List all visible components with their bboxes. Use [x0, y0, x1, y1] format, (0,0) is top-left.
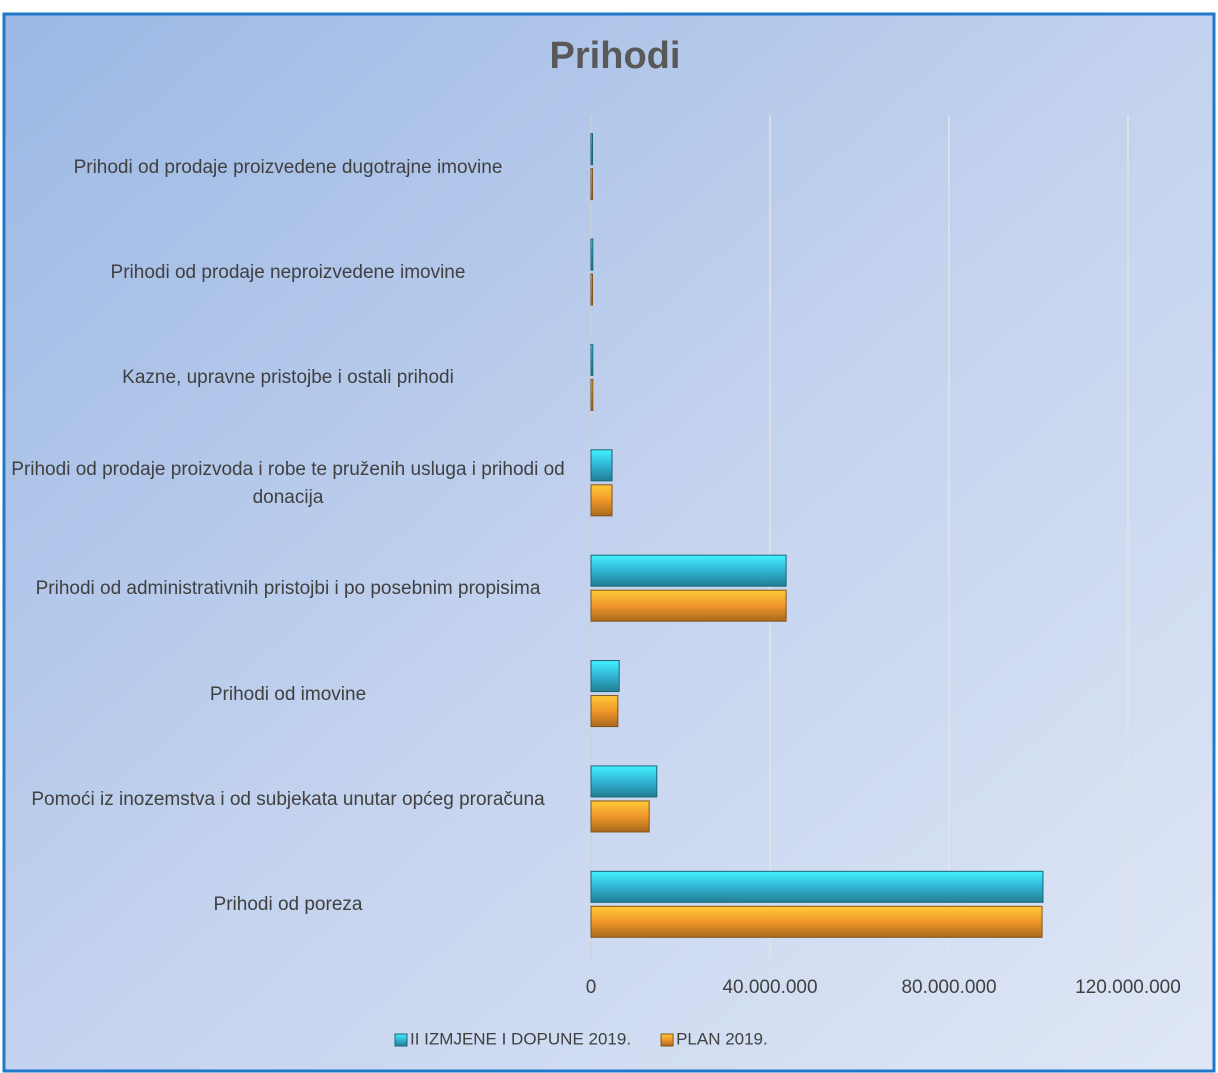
chart-title: Prihodi [550, 35, 681, 77]
x-tick-label: 120.000.000 [1075, 977, 1181, 998]
y-tick-label: Pomoći iz inozemstva i od subjekata unut… [31, 788, 545, 810]
bar [590, 449, 613, 482]
bar [590, 168, 593, 201]
y-tick-label: Prihodi od prodaje proizvedene dugotrajn… [73, 156, 503, 178]
bar [590, 870, 1044, 903]
legend-label: PLAN 2019. [676, 1029, 768, 1048]
y-tick-label: Prihodi od administrativnih pristojbi i … [35, 578, 541, 600]
bar [590, 133, 593, 166]
bar [590, 695, 619, 728]
bar [590, 589, 787, 622]
bar [590, 905, 1043, 938]
bar [590, 273, 593, 306]
bar [590, 343, 594, 376]
bar [590, 660, 620, 693]
y-tick-label: Prihodi od prodaje neproizvedene imovine [110, 262, 466, 284]
y-tick-label: Prihodi od imovine [209, 683, 367, 705]
x-tick-label: 40.000.000 [722, 977, 817, 998]
bar [590, 238, 594, 271]
y-tick-label: Prihodi od poreza [213, 894, 363, 916]
bar [590, 554, 787, 587]
legend-swatch [394, 1033, 408, 1047]
bar [590, 378, 594, 411]
bar [590, 800, 650, 833]
y-tick-label: Kazne, upravne pristojbe i ostali prihod… [122, 367, 454, 389]
x-tick-label: 80.000.000 [901, 977, 996, 998]
legend-swatch [660, 1033, 674, 1047]
y-tick-label: Prihodi od prodaje proizvoda i robe te p… [11, 458, 565, 508]
legend-label: II IZMJENE I DOPUNE 2019. [410, 1029, 631, 1048]
bar [590, 484, 613, 517]
x-tick-label: 0 [586, 977, 597, 998]
bar [590, 765, 658, 798]
